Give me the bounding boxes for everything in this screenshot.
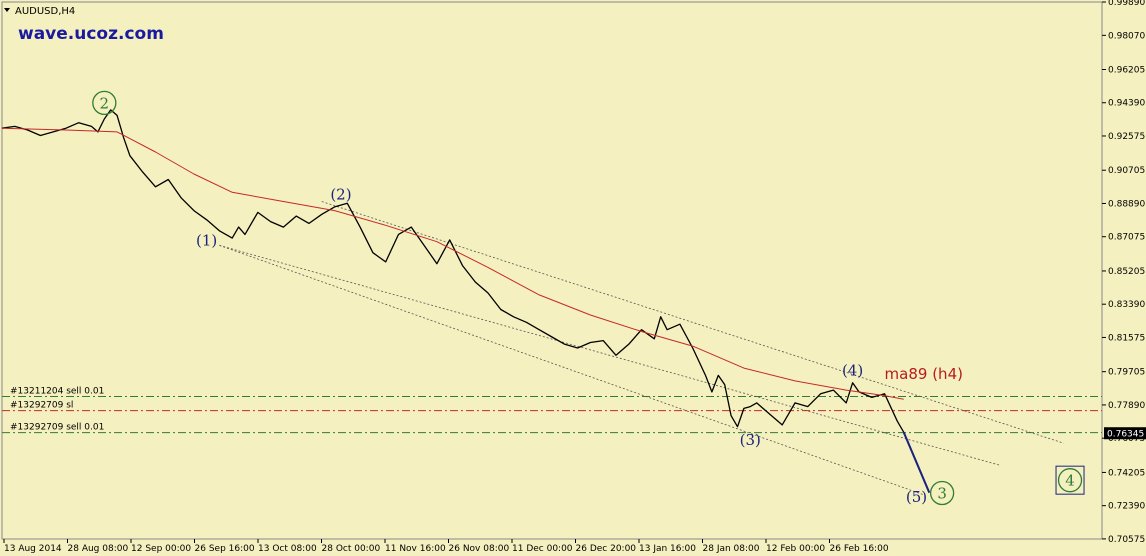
wave-label-circled: 3 (937, 484, 947, 502)
y-tick-label: 0.90705 (1108, 166, 1145, 176)
x-tick-label: 11 Dec 00:00 (512, 544, 573, 554)
ma89-line (1, 127, 904, 400)
channel-lines (219, 201, 1064, 495)
y-tick-label: 0.83390 (1108, 300, 1145, 310)
x-tick-label: 11 Nov 16:00 (385, 544, 446, 554)
wave-circle (929, 480, 955, 506)
trade-label-1: #13211204 sell 0.01 (10, 387, 104, 397)
channel-line-2 (219, 245, 1000, 466)
wave-label: (5) (906, 488, 927, 506)
current-price-badge (1104, 427, 1146, 440)
x-tick-label: 28 Oct 00:00 (322, 544, 381, 554)
y-tick-label: 0.70575 (1108, 535, 1145, 545)
x-tick-label: 26 Nov 08:00 (449, 544, 510, 554)
price-line (1, 109, 905, 433)
wave-label: (1) (196, 231, 217, 249)
ma-annotation: ma89 (h4) (885, 365, 963, 383)
price-axis: 0.99890 0.98070 0.96205 0.94390 0.92575 0.907… (1102, 0, 1146, 545)
y-tick-label: 0.92575 (1108, 132, 1145, 142)
wave-label-circled: 4 (1065, 472, 1075, 490)
y-tick-label: 0.88890 (1108, 199, 1145, 209)
x-tick-label: 13 Jan 16:00 (639, 544, 696, 554)
x-tick-label: 26 Dec 20:00 (576, 544, 637, 554)
trade-lines: #13211204 sell 0.01 #13292709 sl #13292709… (2, 387, 1102, 434)
trade-label-3: #13292709 sell 0.01 (10, 423, 104, 433)
y-tick-label: 0.94390 (1108, 99, 1145, 109)
y-tick-label: 0.72390 (1108, 502, 1145, 512)
x-tick-label: 28 Aug 08:00 (68, 544, 129, 554)
current-price-label: 0.76345 (1107, 430, 1144, 440)
x-tick-label: 12 Feb 00:00 (766, 544, 825, 554)
time-axis: 13 Aug 2014 28 Aug 08:00 12 Sep 00:00 26 Se… (3, 539, 889, 554)
y-tick-label: 0.81575 (1108, 333, 1145, 343)
channel-line-3 (219, 245, 924, 495)
trade-label-2: #13292709 sl (10, 401, 73, 411)
chart-title: AUDUSD,H4 (15, 6, 75, 17)
projection-line (902, 431, 931, 494)
y-tick-label: 0.99890 (1108, 0, 1145, 8)
y-tick-label: 0.74205 (1108, 468, 1145, 478)
wave-label: (2) (330, 186, 351, 204)
watermark: wave.ucoz.com (18, 24, 164, 44)
y-tick-label: 0.85205 (1108, 267, 1145, 277)
wave-label: (4) (842, 361, 863, 379)
x-tick-label: 28 Jan 08:00 (703, 544, 760, 554)
y-tick-label: 0.79705 (1108, 368, 1145, 378)
y-tick-label: 0.96205 (1108, 65, 1145, 75)
wave-label-circled: 2 (100, 94, 110, 112)
series-layer (1, 109, 931, 494)
x-tick-label: 26 Feb 16:00 (830, 544, 889, 554)
wave-box (1055, 465, 1085, 495)
x-tick-label: 13 Oct 08:00 (258, 544, 317, 554)
dropdown-triangle-icon[interactable] (4, 8, 10, 12)
annotations: ma89 (h4) (885, 365, 963, 383)
wave-labels: 2 (1) (2) (3) (4) (5) 3 4 (92, 90, 1085, 506)
y-tick-label: 0.98070 (1108, 31, 1145, 41)
y-tick-label: 0.77890 (1108, 401, 1145, 411)
wave-circle (1057, 468, 1083, 493)
x-tick-label: 26 Sep 16:00 (195, 544, 255, 554)
x-tick-label: 13 Aug 2014 (4, 544, 62, 554)
wave-label: (3) (740, 431, 761, 449)
x-tick-label: 12 Sep 00:00 (131, 544, 191, 554)
y-tick-label: 0.87075 (1108, 233, 1145, 243)
wave-circle (92, 90, 117, 116)
